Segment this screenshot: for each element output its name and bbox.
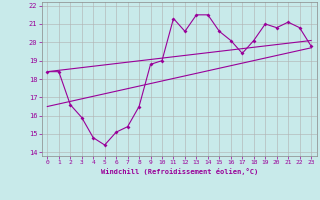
X-axis label: Windchill (Refroidissement éolien,°C): Windchill (Refroidissement éolien,°C) — [100, 168, 258, 175]
